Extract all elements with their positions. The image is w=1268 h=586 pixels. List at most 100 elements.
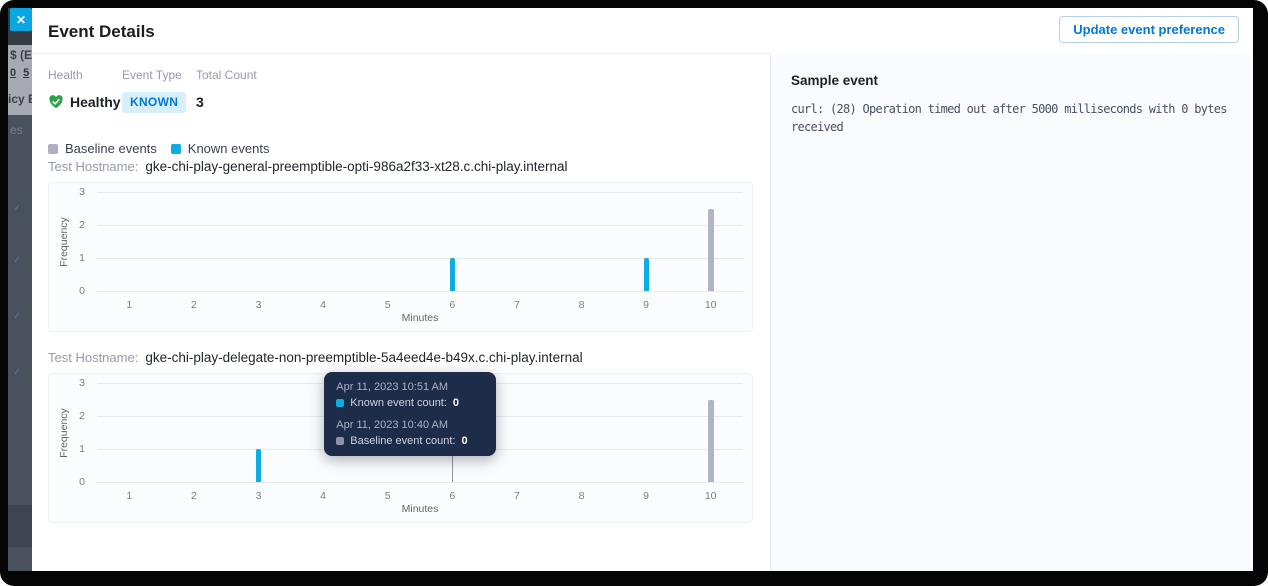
x-axis-title: Minutes (401, 312, 439, 324)
sample-event-text: curl: (28) Operation timed out after 500… (791, 102, 1234, 134)
event-type-column: Event Type KNOWN (122, 68, 196, 113)
x-axis-tick-label: 7 (513, 490, 520, 502)
event-details-modal: Event Details Update event preference He… (32, 8, 1253, 571)
y-axis-tick-label: 0 (79, 285, 85, 297)
tooltip-group: Apr 11, 2023 10:40 AM Baseline event coun… (336, 419, 484, 447)
y-axis-tick-label: 3 (79, 377, 85, 389)
background-footer-block (8, 505, 32, 547)
legend-label: Known events (187, 141, 270, 156)
tooltip-count-value: 0 (452, 397, 460, 409)
test-hostname-label: Test Hostname: (48, 159, 139, 174)
background-light-strip: $ (Ex 05 icy E (8, 45, 32, 115)
x-axis-tick-label: 1 (126, 299, 133, 311)
total-count-label: Total Count (196, 68, 257, 82)
tooltip-timestamp: Apr 11, 2023 10:40 AM (336, 419, 449, 431)
legend-item-known-events: Known events (170, 141, 270, 156)
known-event-type-badge: KNOWN (122, 91, 187, 113)
x-axis-tick-label: 5 (384, 299, 391, 311)
check-icon: ✓ (13, 255, 21, 265)
x-axis-tick-label: 1 (126, 490, 133, 502)
legend-label: Baseline events (65, 141, 157, 156)
x-axis-tick-label: 7 (513, 299, 520, 311)
event-type-value: KNOWN (122, 91, 196, 113)
chart-legend: Baseline events Known events (48, 141, 269, 156)
page-title: Event Details (48, 22, 155, 41)
background-text-fragment: $ (Ex (10, 48, 32, 62)
check-icon: ✓ (13, 311, 21, 321)
total-count-column: Total Count 3 (196, 68, 257, 113)
test-hostname-line: Test Hostname: gke-chi-play-delegate-non-… (48, 350, 583, 365)
x-axis-tick-label: 4 (320, 490, 327, 502)
check-icon: ✓ (13, 367, 21, 377)
sample-event-panel: Sample event curl: (28) Operation timed … (770, 53, 1253, 571)
x-axis-title: Minutes (401, 503, 439, 515)
tooltip-group: Apr 11, 2023 10:51 AM Known event count: 0 (336, 381, 484, 409)
x-axis-tick-label: 4 (320, 299, 327, 311)
test-hostname-label: Test Hostname: (48, 350, 139, 365)
gridline (97, 225, 743, 226)
healthy-heart-icon (49, 95, 63, 109)
x-axis-tick-label: 5 (384, 490, 391, 502)
x-axis-tick-label: 2 (190, 299, 197, 311)
tooltip-count-row: Baseline event count: 0 (336, 435, 484, 447)
x-axis-tick-label: 9 (643, 490, 650, 502)
close-button[interactable]: ✕ (10, 8, 32, 31)
gridline (97, 192, 743, 193)
background-sidebar-strip: es ✓ ✓ ✓ ✓ (8, 115, 32, 571)
background-text-fragment: icy E (8, 92, 32, 106)
close-icon: ✕ (15, 12, 27, 27)
x-axis-tick-label: 2 (190, 490, 197, 502)
health-text: Healthy (70, 94, 121, 110)
x-axis-tick-label: 10 (704, 299, 717, 311)
x-axis-tick-label: 8 (578, 490, 585, 502)
chart-tooltip: Apr 11, 2023 10:51 AM Known event count: 0… (324, 372, 497, 456)
known-events-swatch-icon (170, 143, 181, 154)
sample-event-title: Sample event (791, 73, 879, 88)
x-axis-tick-label: 8 (578, 299, 585, 311)
y-axis-tick-label: 3 (79, 186, 85, 198)
series-swatch-icon (336, 399, 345, 407)
bar-baseline-events[interactable] (707, 208, 714, 291)
gridline (97, 258, 743, 259)
tooltip-count-label: Baseline event count: (350, 435, 456, 447)
x-axis-tick-label: 6 (449, 299, 456, 311)
y-axis-title: Frequency (58, 216, 70, 267)
x-axis-tick-label: 3 (255, 490, 262, 502)
test-hostname-value: gke-chi-play-delegate-non-preemptible-5a… (145, 350, 583, 365)
legend-item-baseline-events: Baseline events (48, 141, 157, 156)
frequency-chart-panel-1: 0 1 2 3 1 2 3 4 5 6 7 8 9 10 Minutes Frequency (48, 182, 753, 332)
health-column: Health Healthy (48, 68, 122, 113)
event-type-label: Event Type (122, 68, 182, 82)
test-hostname-value: gke-chi-play-general-preemptible-opti-98… (145, 159, 568, 174)
y-axis-tick-label: 1 (79, 443, 85, 455)
background-page-sliver: $ (Ex 05 icy E es ✓ ✓ ✓ ✓ (8, 8, 32, 571)
y-axis-tick-label: 2 (79, 410, 85, 422)
y-axis-tick-label: 1 (79, 252, 85, 264)
update-event-preference-button[interactable]: Update event preference (1059, 16, 1239, 43)
header-divider (32, 53, 1253, 54)
total-count-value: 3 (196, 94, 204, 110)
gridline (97, 291, 743, 292)
bar-known-events[interactable] (449, 258, 455, 291)
y-axis-title: Frequency (58, 407, 70, 458)
tooltip-timestamp: Apr 11, 2023 10:51 AM (336, 381, 449, 393)
frequency-chart-panel-2: 0 1 2 3 1 2 3 4 5 6 7 8 9 10 Minutes Frequency Apr 11, 2… (48, 372, 753, 523)
test-hostname-line: Test Hostname: gke-chi-play-general-preem… (48, 159, 568, 174)
background-link: 5 (23, 67, 30, 79)
check-icon: ✓ (13, 203, 21, 213)
x-axis-tick-label: 6 (449, 490, 456, 502)
health-label: Health (48, 68, 83, 82)
series-swatch-icon (336, 437, 345, 445)
baseline-events-swatch-icon (48, 143, 58, 154)
gridline (97, 482, 743, 483)
bar-baseline-events[interactable] (707, 399, 714, 482)
x-axis-tick-label: 3 (255, 299, 262, 311)
health-value: Healthy (48, 91, 122, 113)
tooltip-count-value: 0 (461, 435, 468, 447)
bar-known-events[interactable] (643, 258, 649, 291)
tooltip-count-row: Known event count: 0 (336, 397, 484, 409)
background-text-fragment: es (10, 123, 23, 137)
bar-known-events[interactable] (256, 449, 261, 482)
